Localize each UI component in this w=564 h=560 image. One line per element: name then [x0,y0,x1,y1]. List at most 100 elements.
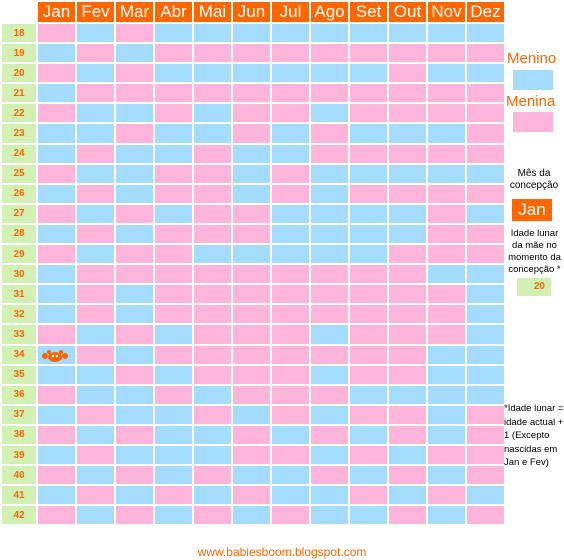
boy-cell[interactable] [467,385,504,404]
boy-cell[interactable] [428,345,465,364]
boy-cell[interactable] [155,405,192,424]
boy-cell[interactable] [233,184,270,203]
boy-cell[interactable] [389,204,426,223]
boy-cell[interactable] [155,24,192,43]
boy-cell[interactable] [194,24,231,43]
boy-cell[interactable] [194,385,231,404]
girl-cell[interactable] [350,184,387,203]
girl-cell[interactable] [155,245,192,264]
girl-cell[interactable] [116,24,153,43]
boy-cell[interactable] [155,64,192,83]
girl-cell[interactable] [311,466,348,485]
girl-cell[interactable] [233,425,270,444]
boy-cell[interactable] [233,506,270,525]
boy-cell[interactable] [350,64,387,83]
boy-cell[interactable] [116,285,153,304]
boy-cell[interactable] [38,84,75,103]
girl-cell[interactable] [233,44,270,63]
girl-cell[interactable] [350,84,387,103]
girl-cell[interactable] [233,345,270,364]
girl-cell[interactable] [467,425,504,444]
boy-cell[interactable] [194,104,231,123]
boy-cell[interactable] [77,245,114,264]
boy-cell[interactable] [116,224,153,244]
boy-cell[interactable] [467,64,504,83]
boy-cell[interactable] [467,265,504,284]
girl-cell[interactable] [389,64,426,83]
girl-cell[interactable] [467,224,504,244]
girl-cell[interactable] [467,84,504,103]
girl-cell[interactable] [428,144,465,163]
girl-cell[interactable] [77,144,114,163]
boy-cell[interactable] [233,24,270,43]
boy-cell[interactable] [77,365,114,384]
boy-cell[interactable] [350,466,387,485]
boy-cell[interactable] [272,245,309,264]
girl-cell[interactable] [116,204,153,223]
boy-cell[interactable] [38,405,75,424]
girl-cell[interactable] [467,445,504,465]
boy-cell[interactable] [467,164,504,183]
girl-cell[interactable] [272,44,309,63]
girl-cell[interactable] [116,84,153,103]
boy-cell[interactable] [38,184,75,203]
girl-cell[interactable] [350,44,387,63]
boy-cell[interactable] [233,164,270,183]
girl-cell[interactable] [155,224,192,244]
boy-cell[interactable] [350,385,387,404]
girl-cell[interactable] [233,204,270,223]
boy-cell[interactable] [155,466,192,485]
girl-cell[interactable] [350,325,387,344]
girl-cell[interactable] [233,486,270,505]
girl-cell[interactable] [77,265,114,284]
boy-cell[interactable] [350,425,387,444]
girl-cell[interactable] [311,305,348,324]
girl-cell[interactable] [38,466,75,485]
boy-cell[interactable] [389,445,426,465]
girl-cell[interactable] [38,325,75,344]
boy-cell[interactable] [38,365,75,384]
boy-cell[interactable] [272,64,309,83]
girl-cell[interactable] [311,385,348,404]
girl-cell[interactable] [38,425,75,444]
girl-cell[interactable] [389,305,426,324]
girl-cell[interactable] [233,104,270,123]
boy-cell[interactable] [77,425,114,444]
girl-cell[interactable] [116,506,153,525]
boy-cell[interactable] [194,445,231,465]
boy-cell[interactable] [233,144,270,163]
girl-cell[interactable] [116,124,153,143]
girl-cell[interactable] [116,64,153,83]
boy-cell[interactable] [467,204,504,223]
girl-cell[interactable] [233,305,270,324]
boy-cell[interactable] [311,365,348,384]
girl-cell[interactable] [116,425,153,444]
girl-cell[interactable] [350,144,387,163]
boy-cell[interactable] [77,466,114,485]
girl-cell[interactable] [428,84,465,103]
girl-cell[interactable] [311,425,348,444]
girl-cell[interactable] [155,265,192,284]
girl-cell[interactable] [428,184,465,203]
boy-cell[interactable] [350,124,387,143]
girl-cell[interactable] [350,104,387,123]
girl-cell[interactable] [155,345,192,364]
boy-cell[interactable] [155,425,192,444]
boy-cell[interactable] [116,385,153,404]
conception-month-value[interactable]: Jan [512,199,552,221]
girl-cell[interactable] [428,445,465,465]
girl-cell[interactable] [350,265,387,284]
girl-cell[interactable] [116,466,153,485]
boy-cell[interactable] [350,204,387,223]
girl-cell[interactable] [467,405,504,424]
girl-cell[interactable] [350,305,387,324]
mother-age-value[interactable]: 20 [517,278,551,296]
girl-cell[interactable] [350,365,387,384]
boy-cell[interactable] [38,285,75,304]
boy-cell[interactable] [77,64,114,83]
boy-cell[interactable] [155,506,192,525]
boy-cell[interactable] [116,345,153,364]
girl-cell[interactable] [428,44,465,63]
girl-cell[interactable] [272,164,309,183]
girl-cell[interactable] [155,486,192,505]
